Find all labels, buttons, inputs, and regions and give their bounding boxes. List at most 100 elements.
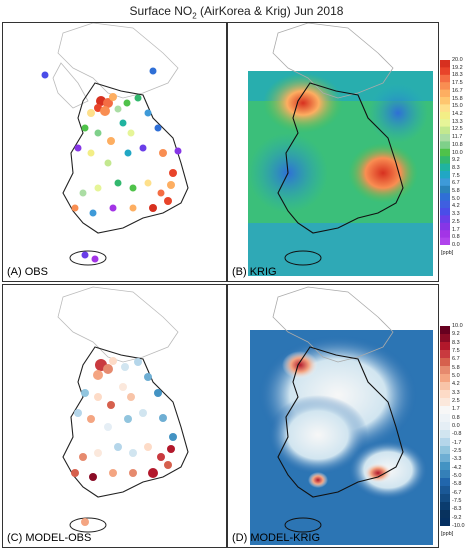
colorbar-swatch (440, 111, 450, 120)
colorbar-swatch (440, 156, 450, 165)
colorbar-swatch (440, 518, 450, 526)
colorbar-swatch (440, 438, 450, 447)
colorbar-swatch (440, 502, 450, 511)
colorbar-swatch (440, 454, 450, 463)
colorbar-swatch (440, 334, 450, 343)
colorbar-tick-label: 10.0 (452, 149, 463, 156)
colorbar-tick-label: 2.5 (452, 218, 460, 225)
colorbar-top-unit: [ppb] (441, 250, 454, 256)
colorbar-tick-label: 11.7 (452, 134, 463, 141)
colorbar-tick-label: 5.8 (452, 188, 460, 195)
colorbar-tick-label: -5.0 (452, 473, 462, 479)
panel-model-obs: (C) MODEL-OBS (2, 284, 227, 548)
colorbar-top-ticks: 20.0 19.2 18.3 17.5 16.7 15.8 15.0 14.2 13.3 12.5… (452, 57, 473, 248)
colorbar-tick-label: 8.3 (452, 339, 460, 346)
colorbar-tick-label: 19.2 (452, 64, 463, 71)
colorbar-swatch (440, 67, 450, 76)
colorbar-swatch (440, 430, 450, 439)
colorbar-bottom-swatches (440, 326, 450, 526)
colorbar-tick-label: 1.7 (452, 406, 460, 413)
colorbar-tick-label: -0.8 (452, 431, 462, 438)
colorbar-swatch (440, 119, 450, 128)
colorbar-tick-label: 9.2 (452, 331, 460, 338)
colorbar-tick-label: 0.0 (452, 242, 460, 248)
colorbar-swatch (440, 215, 450, 224)
colorbar-swatch (440, 510, 450, 519)
colorbar-swatch (440, 200, 450, 209)
colorbar-swatch (440, 422, 450, 431)
figure-title: Surface NO2 (AirKorea & Krig) Jun 2018 (129, 4, 344, 21)
colorbar-bottom-ticks: 10.0 9.2 8.3 7.5 6.7 5.8 5.0 4.2 3.3 2.5 1.7 0.8 0.0… (452, 323, 473, 529)
colorbar-tick-label: -7.5 (452, 498, 462, 504)
colorbar-tick-label: -8.3 (452, 506, 462, 513)
colorbar-swatch (440, 478, 450, 487)
colorbar-tick-label: 13.3 (452, 118, 463, 125)
station-dots (41, 67, 182, 263)
colorbar-swatch (440, 141, 450, 150)
colorbar-tick-label: 10.0 (452, 323, 463, 329)
colorbar-swatch (440, 134, 450, 142)
colorbar-swatch (440, 494, 450, 503)
colorbar-tick-label: -6.7 (452, 489, 462, 496)
colorbar-tick-label: 0.8 (452, 234, 460, 241)
colorbar-tick-label: 4.2 (452, 203, 460, 210)
difference-dots (71, 357, 177, 526)
colorbar-tick-label: 20.0 (452, 57, 463, 63)
colorbar-swatch (440, 398, 450, 407)
colorbar-swatch (440, 470, 450, 479)
colorbar-tick-label: 14.2 (452, 110, 463, 117)
panel-model-krig: (D) MODEL-KRIG (227, 284, 439, 548)
colorbar-tick-label: 16.7 (452, 87, 463, 94)
colorbar-tick-label: -10.0 (452, 523, 465, 529)
colorbar-tick-label: 5.8 (452, 364, 460, 371)
colorbar-tick-label: 1.7 (452, 226, 460, 233)
panel-label-model-krig: (D) MODEL-KRIG (232, 532, 320, 544)
model-krig-map (250, 286, 433, 545)
panel-label-krig: (B) KRIG (232, 266, 277, 278)
colorbar-tick-label: 18.3 (452, 72, 463, 79)
panel-label-model-obs: (C) MODEL-OBS (7, 532, 92, 544)
colorbar-swatch (440, 390, 450, 399)
colorbar-tick-label: 0.0 (452, 423, 460, 429)
colorbar-swatch (440, 126, 450, 135)
colorbar-tick-label: 10.8 (452, 141, 463, 148)
colorbar-tick-label: -5.8 (452, 481, 462, 488)
colorbar-swatch (440, 74, 450, 83)
colorbar-swatch (440, 89, 450, 98)
colorbar-swatch (440, 237, 450, 245)
colorbar-swatch (440, 446, 450, 455)
colorbar-tick-label: 0.8 (452, 414, 460, 421)
colorbar-tick-label: 7.5 (452, 172, 460, 179)
colorbar-swatch (440, 374, 450, 383)
colorbar-tick-label: 7.5 (452, 348, 460, 354)
colorbar-bottom-unit: [ppb] (441, 531, 454, 537)
colorbar-tick-label: 6.7 (452, 356, 460, 363)
colorbar-tick-label: -1.7 (452, 439, 462, 446)
colorbar-swatch (440, 382, 450, 391)
colorbar-tick-label: 17.5 (452, 80, 463, 87)
colorbar-swatch (440, 462, 450, 471)
colorbar-swatch (440, 230, 450, 239)
colorbar-top-swatches (440, 60, 450, 245)
colorbar-tick-label: 3.3 (452, 211, 460, 218)
colorbar-bottom (440, 326, 450, 526)
colorbar-swatch (440, 178, 450, 187)
colorbar-swatch (440, 350, 450, 359)
colorbar-swatch (440, 208, 450, 216)
colorbar-tick-label: 5.0 (452, 195, 460, 202)
colorbar-swatch (440, 60, 450, 68)
colorbar-swatch (440, 171, 450, 179)
panel-obs: (A) OBS (2, 22, 227, 282)
colorbar-tick-label: -9.2 (452, 514, 462, 521)
colorbar-swatch (440, 486, 450, 495)
colorbar-swatch (440, 82, 450, 91)
colorbar-swatch (440, 366, 450, 375)
colorbar-tick-label: 15.8 (452, 95, 463, 102)
colorbar-swatch (440, 342, 450, 351)
colorbar-swatch (440, 148, 450, 157)
colorbar-tick-label: -2.5 (452, 448, 462, 454)
colorbar-swatch (440, 97, 450, 105)
colorbar-tick-label: 12.5 (452, 126, 463, 133)
colorbar-tick-label: 15.0 (452, 103, 463, 110)
colorbar-swatch (440, 193, 450, 202)
